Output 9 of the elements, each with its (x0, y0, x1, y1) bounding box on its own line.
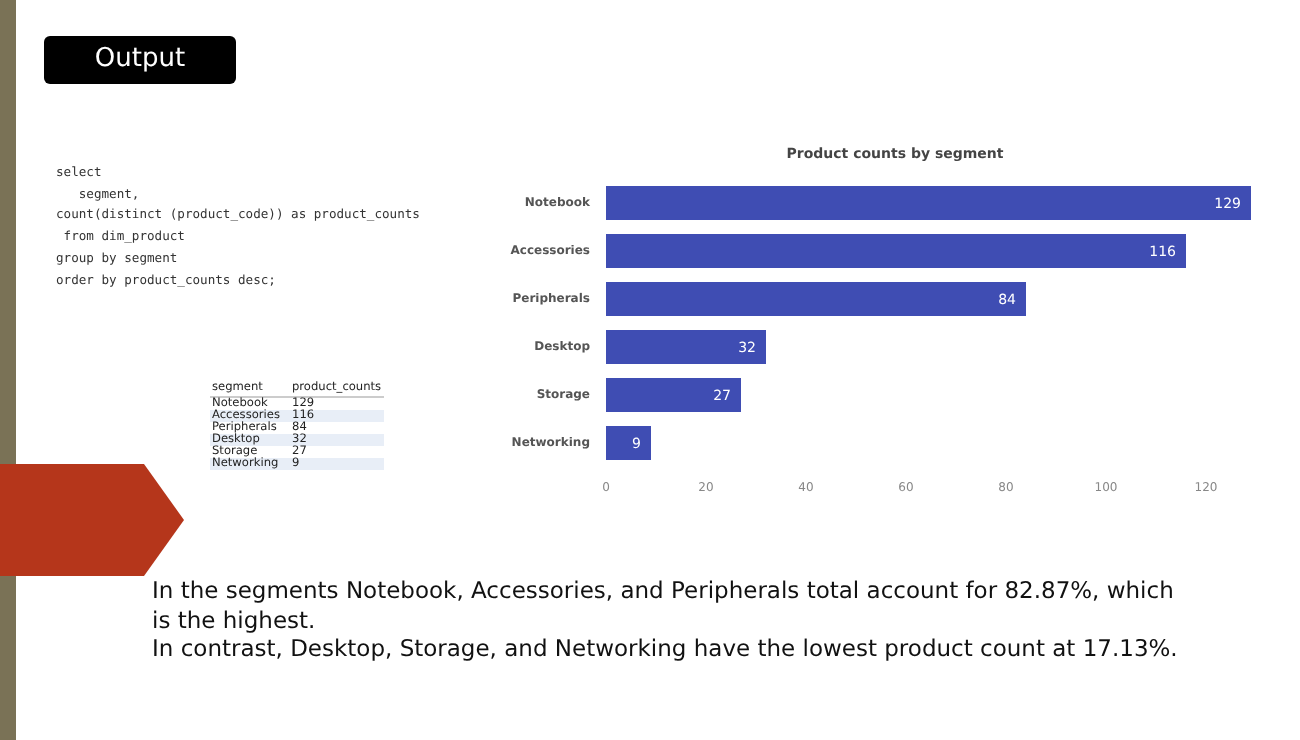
bar (606, 234, 1186, 268)
bar (606, 378, 741, 412)
text: In contrast, Desktop, Storage, and Networking have the lowest product count at 17.13%. (152, 634, 1180, 663)
bar (606, 282, 1026, 316)
bar (606, 426, 651, 460)
text: In the segments Notebook, Accessories, and Peripherals total account for 82.87%, which is the highest. (152, 576, 1176, 634)
bar (606, 186, 1251, 220)
text: Output (44, 36, 236, 84)
bar (606, 330, 766, 364)
